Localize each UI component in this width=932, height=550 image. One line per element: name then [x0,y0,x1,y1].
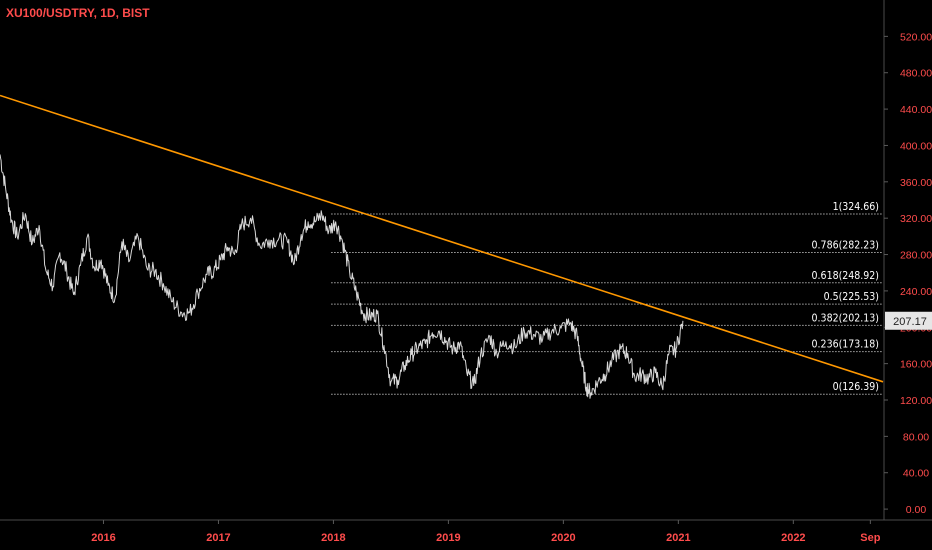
fib-level-label: 0.5(225.53) [824,291,879,303]
time-axis-label: 2020 [551,532,575,544]
price-axis-tick-label: 520.00 [900,31,932,43]
time-axis-label: 2016 [91,532,115,544]
fib-level-label: 0.618(248.92) [812,270,879,282]
price-axis-tick-label: 80.00 [903,431,929,443]
time-axis-label: 2019 [436,532,460,544]
fib-level-label: 0.786(282.23) [812,240,879,252]
time-axis-label: 2017 [206,532,230,544]
time-axis-label: 2021 [666,532,690,544]
price-axis-tick-label: 120.00 [900,395,932,407]
price-axis-tick-label: 160.00 [900,359,932,371]
fib-level-label: 0.236(173.18) [812,339,879,351]
trendline[interactable] [0,94,884,383]
price-axis-tick-label: 480.00 [900,68,932,80]
price-axis-tick-label: 440.00 [900,104,932,116]
last-price-tag [885,311,932,330]
fib-level-label: 0.382(202.13) [812,312,879,324]
symbol-title: XU100/USDTRY, 1D, BIST [6,6,150,20]
time-axis-label: 2022 [781,532,805,544]
price-axis-tick-label: 240.00 [900,286,932,298]
time-axis-label: 2018 [321,532,345,544]
price-series-line[interactable] [0,154,684,399]
last-price-label: 207.17 [893,316,927,328]
price-axis-tick-label: 400.00 [900,140,932,152]
price-axis-tick-label: 280.00 [900,250,932,262]
price-axis-tick-label: 40.00 [903,468,929,480]
price-axis-tick-label: 320.00 [900,213,932,225]
fib-level-label: 1(324.66) [833,201,879,213]
price-axis-tick-label: 360.00 [900,177,932,189]
price-axis-tick-label: 0.00 [906,504,927,516]
time-axis-label: Sep [860,532,880,544]
fib-level-label: 0(126.39) [833,381,879,393]
